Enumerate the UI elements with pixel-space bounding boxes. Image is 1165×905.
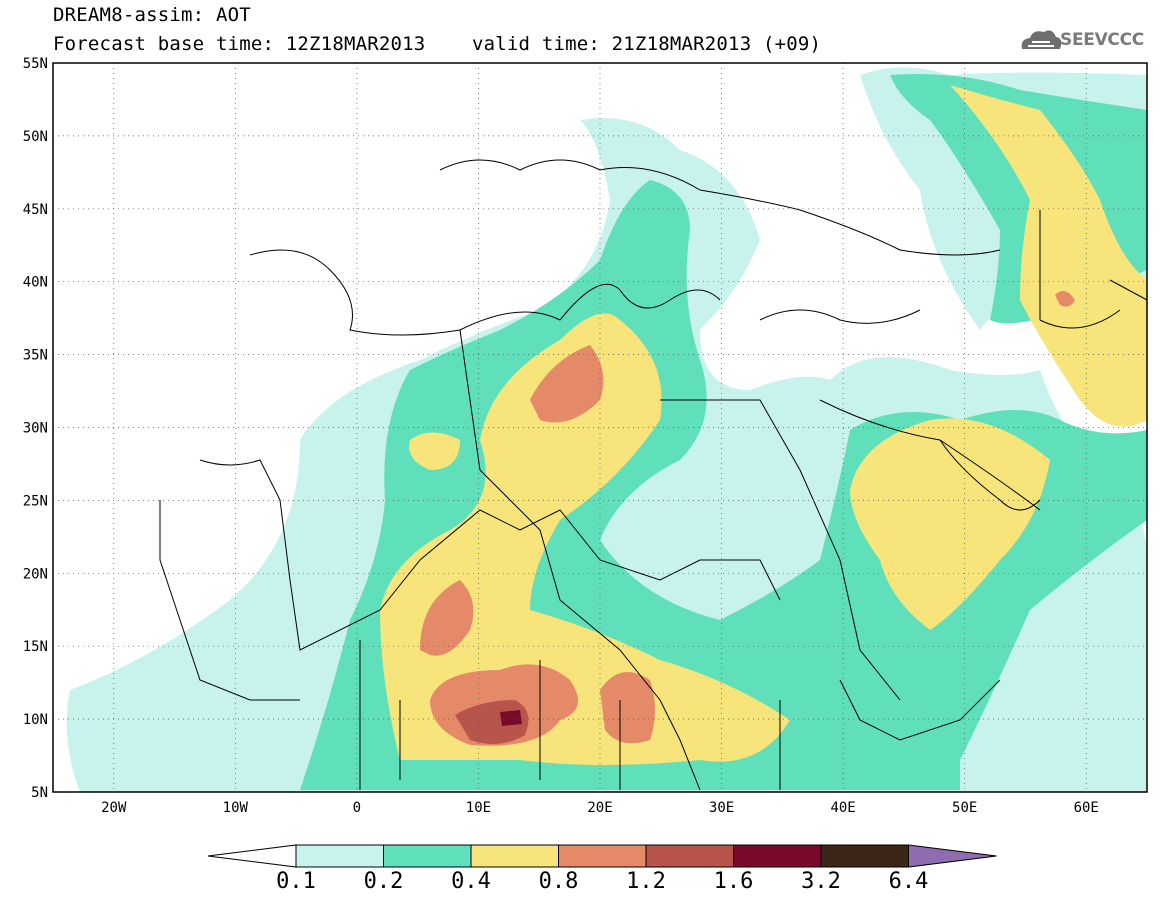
chart-title: DREAM8-assim: AOT <box>53 4 251 26</box>
colorbar-segment <box>645 844 734 868</box>
coastlines <box>159 159 1147 791</box>
lon-tick-label: 30E <box>709 800 734 816</box>
lat-tick-label: 20N <box>23 566 48 582</box>
colorbar-max-arrow <box>908 844 997 868</box>
lon-tick-label: 20W <box>101 800 127 816</box>
lat-tick-label: 45N <box>23 202 48 218</box>
colorbar-label: 6.4 <box>888 869 929 894</box>
colorbar-min-arrow <box>207 844 297 868</box>
lat-tick-label: 10N <box>23 712 48 728</box>
lon-tick-label: 60E <box>1074 800 1099 816</box>
lat-tick-label: 40N <box>23 275 48 291</box>
colorbar-label: 3.2 <box>801 869 841 894</box>
colorbar-label: 0.2 <box>363 869 404 894</box>
aot-band-0.8 <box>850 418 1050 630</box>
lon-tick-label: 10W <box>223 800 249 816</box>
aot-band-1.2 <box>530 345 604 423</box>
colorbar-label: 0.1 <box>276 869 316 894</box>
lat-tick-label: 30N <box>23 421 48 437</box>
chart-subtitle: Forecast base time: 12Z18MAR2013 valid t… <box>53 33 822 55</box>
colorbar-segment <box>558 844 647 868</box>
lat-tick-label: 25N <box>23 493 48 509</box>
cloud-logo-icon <box>1021 30 1062 49</box>
tick-labels: 20W 10W 0 10E 20E 30E 40E 50E 60E 55N 50N 45N 40N 35N… <box>23 56 1099 816</box>
colorbar-label: 0.8 <box>538 869 579 894</box>
aot-band-3.2 <box>500 710 522 726</box>
logo-text: SEEVCCC <box>1060 30 1144 50</box>
aot-band-1.2 <box>420 580 474 656</box>
lon-tick-label: 10E <box>466 800 491 816</box>
aot-band-0.8 <box>380 313 790 765</box>
aot-band-0.8 <box>409 432 460 470</box>
lon-tick-label: 50E <box>952 800 977 816</box>
colorbar-segment <box>470 844 559 868</box>
aot-band-1.2 <box>600 672 655 744</box>
aot-field <box>53 63 1147 792</box>
aot-band-1.2 <box>1055 291 1075 307</box>
lat-tick-label: 35N <box>23 348 48 364</box>
lat-tick-label: 55N <box>23 56 48 72</box>
lon-tick-label: 40E <box>830 800 855 816</box>
aot-band-0.8 <box>950 85 1147 427</box>
lon-tick-label: 0 <box>353 800 361 816</box>
colorbar-segment <box>383 844 472 868</box>
colorbar-segment <box>295 844 384 868</box>
colorbar-segment <box>733 844 822 868</box>
lat-tick-label: 50N <box>23 129 48 145</box>
colorbar-label: 1.6 <box>713 869 754 894</box>
map-frame <box>52 62 1148 793</box>
lat-tick-label: 5N <box>31 785 48 801</box>
colorbar-label: 0.4 <box>451 869 491 894</box>
colorbar-segment <box>820 844 909 868</box>
colorbar-label: 1.2 <box>626 869 666 894</box>
lat-tick-label: 15N <box>23 639 48 655</box>
lon-tick-label: 20E <box>587 800 612 816</box>
